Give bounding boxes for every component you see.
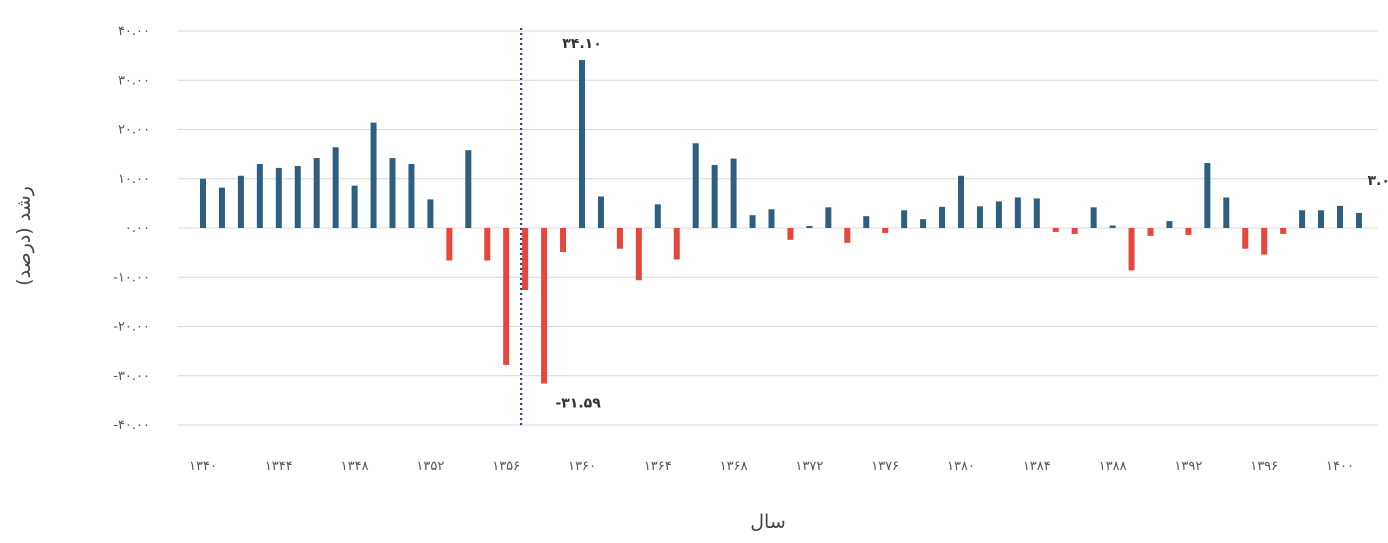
- bar-1354: [465, 150, 472, 228]
- y-tick-label-4: ۰.۰۰: [125, 221, 150, 236]
- bar-1359: [560, 228, 567, 253]
- bar-1370: [768, 209, 775, 228]
- bar-1361: [597, 196, 604, 228]
- bar-1346: [313, 158, 320, 228]
- bar-1392: [1185, 228, 1192, 235]
- bar-1344: [275, 167, 282, 228]
- bar-1378: [920, 219, 927, 228]
- x-tick-label-2: ۱۳۴۸: [341, 459, 369, 474]
- x-tick-label-9: ۱۳۷۶: [871, 459, 899, 474]
- y-axis-title: رشد (درصد): [13, 186, 35, 286]
- bar-1389: [1128, 228, 1135, 271]
- bar-1340: [200, 178, 206, 228]
- bar-1381: [976, 206, 983, 228]
- x-tick-label-8: ۱۳۷۲: [795, 459, 823, 474]
- bar-1367: [711, 164, 718, 228]
- x-tick-label-1: ۱۳۴۴: [265, 459, 293, 474]
- x-tick-label-5: ۱۳۶۰: [568, 459, 596, 474]
- data-labels: ۳۴.۱۰ -۳۱.۵۹ ۳.۰۶: [555, 36, 1388, 412]
- y-tick-label-6: -۲۰.۰۰: [113, 320, 150, 335]
- bar-1365: [673, 228, 680, 260]
- bar-1363: [635, 228, 642, 281]
- x-tick-label-6: ۱۳۶۴: [644, 459, 672, 474]
- y-tick-labels: ۴۰.۰۰ ۳۰.۰۰ ۲۰.۰۰ ۱۰.۰۰ ۰.۰۰ -۱۰.۰۰ -۲۰.۰۰ -۳۰.…: [113, 24, 150, 433]
- y-tick-label-3: ۱۰.۰۰: [118, 172, 150, 187]
- bar-1349: [370, 122, 377, 228]
- bar-1375: [863, 216, 870, 228]
- data-label-1360: ۳۴.۱۰: [562, 36, 602, 52]
- bar-1362: [616, 228, 623, 249]
- bar-1356: [503, 228, 510, 365]
- data-label-1401: ۳.۰۶: [1367, 173, 1388, 189]
- bar-1376: [882, 228, 889, 233]
- bar-1387: [1090, 207, 1097, 228]
- bar-1342: [237, 175, 244, 228]
- bar-1347: [332, 147, 339, 228]
- bar-1383: [1014, 197, 1021, 228]
- bars: [200, 60, 1362, 384]
- bar-1355: [484, 228, 491, 261]
- bar-1348: [351, 185, 358, 228]
- bar-1394: [1223, 197, 1230, 228]
- x-tick-label-11: ۱۳۸۴: [1023, 459, 1051, 474]
- bar-1360: [579, 60, 585, 229]
- x-tick-labels: ۱۳۴۰ ۱۳۴۴ ۱۳۴۸ ۱۳۵۲ ۱۳۵۶ ۱۳۶۰ ۱۳۶۴ ۱۳۶۸ ۱۳۷۲ ۱۳۷۶…: [189, 459, 1354, 474]
- bar-1341: [218, 187, 225, 228]
- bar-1345: [294, 165, 301, 228]
- bar-1372: [806, 226, 813, 228]
- bar-1384: [1033, 198, 1040, 228]
- bar-1379: [939, 206, 946, 228]
- bar-1371: [787, 228, 794, 240]
- gridlines: [178, 30, 1378, 426]
- bar-1374: [844, 228, 851, 243]
- bar-1390: [1147, 228, 1154, 236]
- bar-1399: [1318, 210, 1325, 228]
- x-tick-label-3: ۱۳۵۲: [416, 459, 444, 474]
- bar-1391: [1166, 221, 1173, 228]
- y-tick-label-8: -۴۰.۰۰: [113, 418, 150, 433]
- bar-1385: [1052, 228, 1059, 232]
- bar-1393: [1204, 162, 1211, 228]
- x-tick-label-15: ۱۴۰۰: [1326, 459, 1354, 474]
- bar-1388: [1109, 225, 1116, 228]
- bar-1353: [446, 228, 453, 261]
- x-tick-label-13: ۱۳۹۲: [1174, 459, 1202, 474]
- bar-1386: [1071, 228, 1078, 234]
- x-tick-label-12: ۱۳۸۸: [1099, 459, 1127, 474]
- bar-1396: [1261, 228, 1268, 255]
- y-tick-label-2: ۲۰.۰۰: [118, 123, 150, 138]
- bar-1364: [654, 204, 661, 228]
- x-tick-label-14: ۱۳۹۶: [1250, 459, 1278, 474]
- bar-1401: [1355, 212, 1362, 228]
- bar-1400: [1337, 205, 1343, 228]
- bar-1358: [541, 228, 548, 384]
- y-tick-label-1: ۳۰.۰۰: [118, 73, 150, 88]
- bar-1343: [256, 163, 263, 228]
- x-tick-label-0: ۱۳۴۰: [189, 459, 217, 474]
- bar-1380: [958, 175, 964, 228]
- bar-1398: [1299, 210, 1306, 228]
- x-tick-label-7: ۱۳۶۸: [720, 459, 748, 474]
- bar-1397: [1280, 228, 1287, 234]
- bar-1382: [995, 201, 1002, 228]
- y-tick-label-7: -۳۰.۰۰: [113, 369, 150, 384]
- bar-1357: [522, 228, 529, 291]
- bar-1369: [749, 215, 756, 228]
- x-axis-title: سال: [750, 511, 786, 533]
- bar-1373: [825, 207, 832, 228]
- data-label-1358: -۳۱.۵۹: [555, 396, 601, 412]
- bar-1352: [427, 199, 434, 228]
- y-tick-label-5: -۱۰.۰۰: [113, 270, 150, 285]
- bar-1366: [692, 143, 699, 228]
- y-tick-label-0: ۴۰.۰۰: [118, 24, 150, 39]
- x-tick-label-10: ۱۳۸۰: [947, 459, 975, 474]
- bar-1395: [1242, 228, 1249, 249]
- bar-1368: [730, 158, 737, 228]
- bar-1377: [901, 210, 908, 228]
- bar-1350: [389, 158, 396, 228]
- bar-1351: [408, 163, 415, 228]
- x-tick-label-4: ۱۳۵۶: [492, 459, 520, 474]
